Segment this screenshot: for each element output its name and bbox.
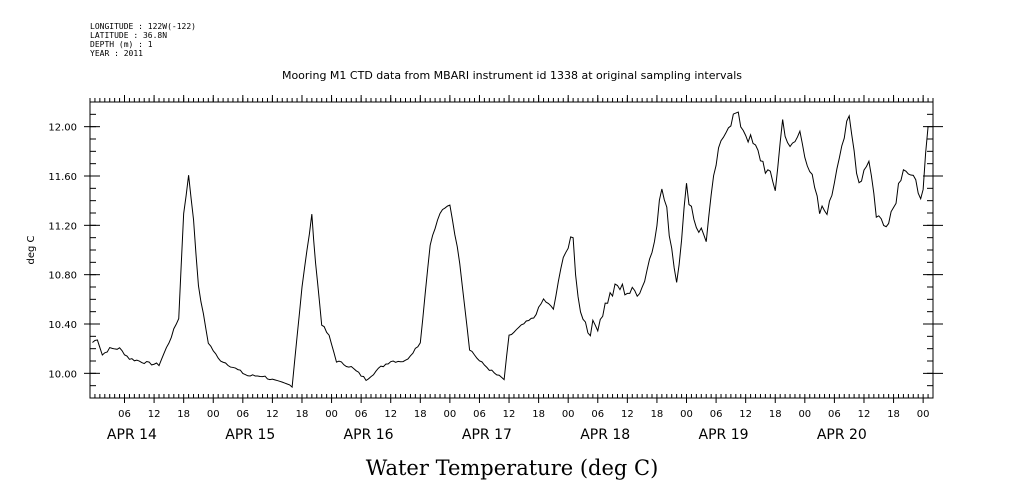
x-tick-label: 12 xyxy=(621,409,634,420)
x-tick-label: 00 xyxy=(444,409,457,420)
x-tick-label: 18 xyxy=(532,409,545,420)
x-tick-label: 00 xyxy=(680,409,693,420)
x-tick-label: 06 xyxy=(236,409,249,420)
axis-ticks xyxy=(84,95,943,403)
x-tick-label: 18 xyxy=(177,409,190,420)
x-tick-label: 00 xyxy=(325,409,338,420)
x-tick-label: 12 xyxy=(148,409,161,420)
y-tick-label: 12.00 xyxy=(48,123,77,134)
x-tick-label: 12 xyxy=(739,409,752,420)
plot-frame xyxy=(89,101,934,399)
x-tick-label: 18 xyxy=(651,409,664,420)
x-tick-label: 12 xyxy=(384,409,397,420)
x-day-label: APR 18 xyxy=(580,427,630,443)
x-tick-labels: 06 12 18 00 06 12 18 00 06 12 18 00 06 12 18 00 06 12 18 00… xyxy=(118,409,929,420)
chart-title: Mooring M1 CTD data from MBARI instrumen… xyxy=(282,69,742,82)
x-day-label: APR 19 xyxy=(699,427,749,443)
series-line xyxy=(92,111,929,389)
meta-year: YEAR : 2011 xyxy=(90,49,143,58)
x-tick-label: 06 xyxy=(710,409,723,420)
x-tick-label: 12 xyxy=(858,409,871,420)
x-day-label: APR 14 xyxy=(107,427,157,443)
x-tick-label: 00 xyxy=(917,409,930,420)
meta-depth: DEPTH (m) : 1 xyxy=(90,40,153,49)
y-tick-label: 11.20 xyxy=(48,221,77,232)
x-day-label: APR 17 xyxy=(462,427,512,443)
x-tick-label: 12 xyxy=(266,409,279,420)
metadata-block: LONGITUDE : 122W(-122) LATITUDE : 36.8N … xyxy=(90,22,196,58)
x-tick-label: 18 xyxy=(414,409,427,420)
x-tick-label: 06 xyxy=(118,409,131,420)
x-tick-label: 06 xyxy=(355,409,368,420)
x-tick-label: 06 xyxy=(591,409,604,420)
y-tick-label: 10.80 xyxy=(48,271,77,282)
x-tick-label: 00 xyxy=(562,409,575,420)
y-tick-label: 10.00 xyxy=(48,369,77,380)
x-tick-label: 18 xyxy=(887,409,900,420)
meta-longitude: LONGITUDE : 122W(-122) xyxy=(90,22,196,31)
x-tick-label: 00 xyxy=(207,409,220,420)
y-axis-label: deg C xyxy=(26,235,37,264)
x-tick-label: 06 xyxy=(473,409,486,420)
x-tick-label: 12 xyxy=(503,409,516,420)
y-tick-label: 11.60 xyxy=(48,172,77,183)
x-day-labels: APR 14 APR 15 APR 16 APR 17 APR 18 APR 19 APR … xyxy=(107,427,867,443)
x-axis-title: Water Temperature (deg C) xyxy=(366,456,659,480)
x-tick-label: 00 xyxy=(798,409,811,420)
x-tick-label: 18 xyxy=(296,409,309,420)
y-tick-label: 10.40 xyxy=(48,320,77,331)
y-tick-labels: 10.00 10.40 10.80 11.20 11.60 12.00 xyxy=(48,123,77,381)
x-day-label: APR 16 xyxy=(344,427,394,443)
meta-latitude: LATITUDE : 36.8N xyxy=(90,31,168,40)
x-tick-label: 06 xyxy=(828,409,841,420)
x-tick-label: 18 xyxy=(769,409,782,420)
x-day-label: APR 15 xyxy=(225,427,275,443)
x-day-label: APR 20 xyxy=(817,427,867,443)
